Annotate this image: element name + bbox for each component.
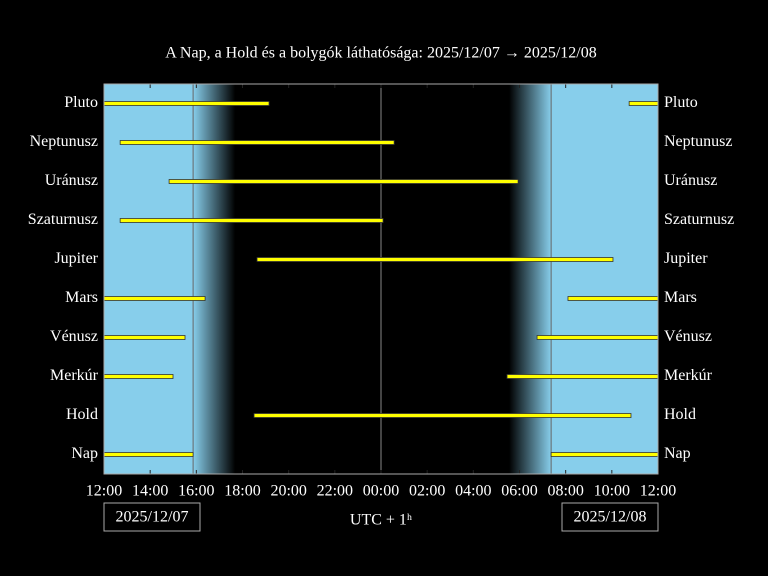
visibility-bar (256, 257, 614, 262)
row-label: Jupiter (664, 250, 708, 267)
row-label: Uránusz (45, 172, 98, 189)
visibility-bar (253, 413, 632, 418)
row-label: Merkúr (50, 367, 99, 384)
daylight (551, 84, 658, 474)
x-tick-label: 12:00 (86, 483, 122, 500)
visibility-bar (119, 140, 395, 145)
row-label: Pluto (664, 94, 698, 111)
chart-title: A Nap, a Hold és a bolygók láthatósága: … (165, 45, 597, 62)
x-axis-label: UTC + 1ʰ (350, 512, 412, 529)
row-label: Mars (65, 289, 98, 306)
visibility-bar (103, 374, 174, 379)
row-label: Nap (71, 445, 98, 462)
visibility-bar (103, 101, 270, 106)
visibility-bar (168, 179, 519, 184)
row-label: Vénusz (664, 328, 712, 345)
visibility-bar (506, 374, 659, 379)
visibility-bar (567, 296, 659, 301)
x-tick-label: 18:00 (224, 483, 260, 500)
x-tick-label: 20:00 (270, 483, 306, 500)
twilight (193, 84, 236, 474)
x-tick-label: 16:00 (178, 483, 214, 500)
row-label: Nap (664, 445, 691, 462)
row-label: Neptunusz (30, 133, 98, 150)
daylight (104, 84, 194, 474)
start-date: 2025/12/07 (116, 509, 189, 526)
x-tick-label: 12:00 (640, 483, 676, 500)
row-label: Hold (664, 406, 696, 423)
x-tick-label: 14:00 (132, 483, 168, 500)
row-label: Mars (664, 289, 697, 306)
row-label: Jupiter (54, 250, 98, 267)
date-box (561, 502, 659, 532)
row-label: Szaturnusz (28, 211, 98, 228)
x-tick-label: 02:00 (409, 483, 445, 500)
x-tick-label: 06:00 (501, 483, 537, 500)
visibility-bar (103, 452, 194, 457)
end-date: 2025/12/08 (574, 509, 647, 526)
plot-area (104, 84, 658, 474)
visibility-bar (103, 296, 206, 301)
row-label: Hold (66, 406, 98, 423)
plot-frame (103, 83, 659, 475)
twilight (509, 84, 552, 474)
row-label: Uránusz (664, 172, 717, 189)
row-label: Pluto (64, 94, 98, 111)
visibility-bar (103, 335, 186, 340)
visibility-bar (119, 218, 384, 223)
visibility-bar (536, 335, 659, 340)
row-label: Neptunusz (664, 133, 732, 150)
x-tick-label: 22:00 (317, 483, 353, 500)
row-label: Szaturnusz (664, 211, 734, 228)
visibility-bar (550, 452, 659, 457)
date-box (103, 502, 201, 532)
x-tick-label: 04:00 (455, 483, 491, 500)
x-tick-label: 10:00 (594, 483, 630, 500)
row-label: Vénusz (50, 328, 98, 345)
x-tick-label: 00:00 (363, 483, 399, 500)
row-label: Merkúr (664, 367, 713, 384)
visibility-bar (628, 101, 659, 106)
x-tick-label: 08:00 (547, 483, 583, 500)
